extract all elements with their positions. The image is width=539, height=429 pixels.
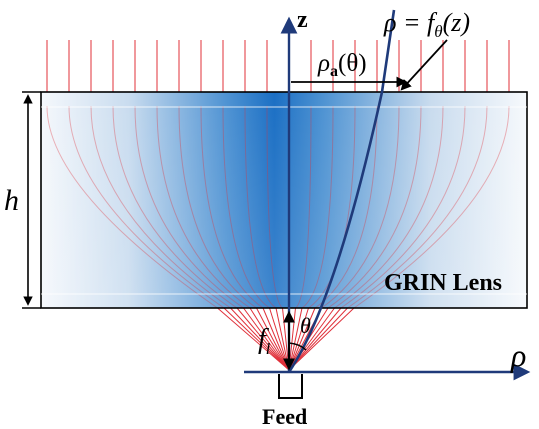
rho-a-symbol: ρ: [317, 50, 330, 77]
lens-ray: [68, 105, 225, 309]
feed-rays: [217, 307, 355, 371]
lens-ray: [178, 105, 257, 309]
lens-ray: [340, 105, 466, 309]
lens-ray: [156, 105, 251, 309]
lens-ray: [347, 105, 488, 309]
curve-equation-arg: (z): [443, 8, 470, 37]
theta-angle-arc: [288, 342, 307, 351]
feed-label: Feed: [262, 404, 307, 429]
z-axis-label: z: [297, 7, 308, 33]
lens-ray: [327, 105, 422, 309]
focal-length-label: fl: [258, 324, 271, 358]
lens-ray: [353, 105, 510, 309]
feed-ray: [223, 307, 290, 371]
theta-label: θ: [300, 313, 311, 338]
curve-equation-label: ρ = fθ(z): [383, 8, 470, 41]
curve-equation-subscript: θ: [434, 22, 442, 41]
lens-ray: [134, 105, 244, 309]
lens-ray: [334, 105, 444, 309]
lens-ray: [301, 105, 334, 309]
grin-lens-label: GRIN Lens: [384, 270, 502, 296]
feed-ray: [288, 307, 355, 371]
feed-ray: [262, 307, 290, 371]
rho-a-argument: (θ): [338, 50, 367, 77]
lens-internal-rays: [46, 105, 510, 309]
lens-ray: [266, 105, 283, 309]
feed-ray: [243, 307, 290, 371]
curve-pointer-arrow: [400, 39, 448, 91]
lens-ray: [112, 105, 238, 309]
lens-ray: [314, 105, 378, 309]
rho-a-subscript: a: [330, 63, 338, 80]
feed-ray: [236, 307, 290, 371]
focal-length-subscript: l: [266, 341, 271, 358]
rho-a-label: ρa(θ): [317, 50, 367, 80]
lens-ray: [90, 105, 231, 309]
height-label: h: [4, 184, 19, 217]
feed-ray: [230, 307, 290, 371]
focal-length-symbol: f: [258, 324, 269, 355]
curve-f-theta: [287, 9, 396, 373]
feed-ray: [217, 307, 290, 371]
lens-ray: [295, 105, 312, 309]
lens-ray: [222, 105, 270, 309]
lens-ray: [244, 105, 277, 309]
lens-ray: [46, 105, 218, 309]
grin-lens-shade: [41, 92, 527, 308]
lens-ray: [321, 105, 400, 309]
feed-ray: [288, 307, 348, 371]
feed-horn: [278, 374, 303, 399]
feed-ray: [249, 307, 290, 371]
curve-equation-lhs: ρ = f: [383, 8, 438, 37]
lens-ray: [200, 105, 264, 309]
rho-axis-label: ρ: [510, 337, 526, 373]
grin-lens-outline: [40, 91, 528, 309]
